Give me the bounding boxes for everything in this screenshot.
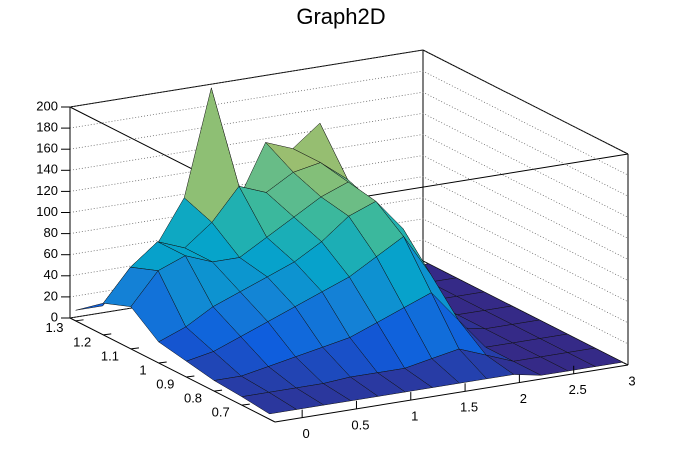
z-tick-label: 140 — [36, 162, 58, 177]
y-tick-label: 1 — [139, 362, 146, 377]
surface-cell — [241, 392, 298, 415]
y-tick-label: 0.9 — [156, 376, 174, 391]
y-tick-label: 0.8 — [184, 391, 202, 406]
x-tick-label: 2 — [520, 391, 527, 406]
z-tick-label: 0 — [51, 309, 58, 324]
z-tick-label: 20 — [44, 288, 58, 303]
grid-line — [69, 239, 629, 345]
y-tick-label: 1.2 — [73, 334, 91, 349]
y-tick-label: 1.1 — [101, 348, 119, 363]
y-axis — [69, 317, 276, 423]
x-tick-label: 1.5 — [460, 400, 478, 415]
x-axis — [274, 364, 629, 423]
z-tick-label: 160 — [36, 141, 58, 156]
z-tick-label: 100 — [36, 204, 58, 219]
y-tick — [103, 333, 112, 336]
grid-line — [69, 134, 629, 239]
grid-line — [69, 176, 629, 281]
grid-line — [69, 197, 629, 303]
chart-title: Graph2D — [296, 4, 385, 29]
y-tick — [158, 361, 167, 364]
y-tick — [75, 319, 84, 322]
grid-line — [69, 91, 629, 197]
y-tick — [130, 347, 140, 350]
grid-line — [69, 70, 629, 176]
y-tick-label: 1.3 — [45, 320, 63, 335]
x-tick-label: 2.5 — [569, 382, 587, 397]
z-tick-label: 80 — [44, 225, 58, 240]
z-tick-label: 60 — [44, 246, 58, 261]
z-tick-label: 180 — [36, 120, 58, 135]
x-tick-label: 1 — [411, 409, 418, 424]
z-tick-label: 40 — [44, 267, 58, 282]
y-tick — [213, 389, 223, 392]
y-tick-label: 0.7 — [212, 405, 230, 420]
z-tick-label: 200 — [36, 98, 58, 113]
grid-line — [69, 112, 629, 218]
x-tick-label: 3 — [628, 373, 635, 388]
grid-line — [69, 218, 629, 324]
grid-line — [69, 49, 629, 155]
grid-line — [69, 155, 629, 260]
x-tick-label: 0.5 — [351, 417, 369, 432]
z-tick-label: 120 — [36, 183, 58, 198]
x-tick-label: 0 — [303, 426, 310, 441]
y-tick — [186, 375, 195, 378]
y-tick — [241, 403, 250, 406]
